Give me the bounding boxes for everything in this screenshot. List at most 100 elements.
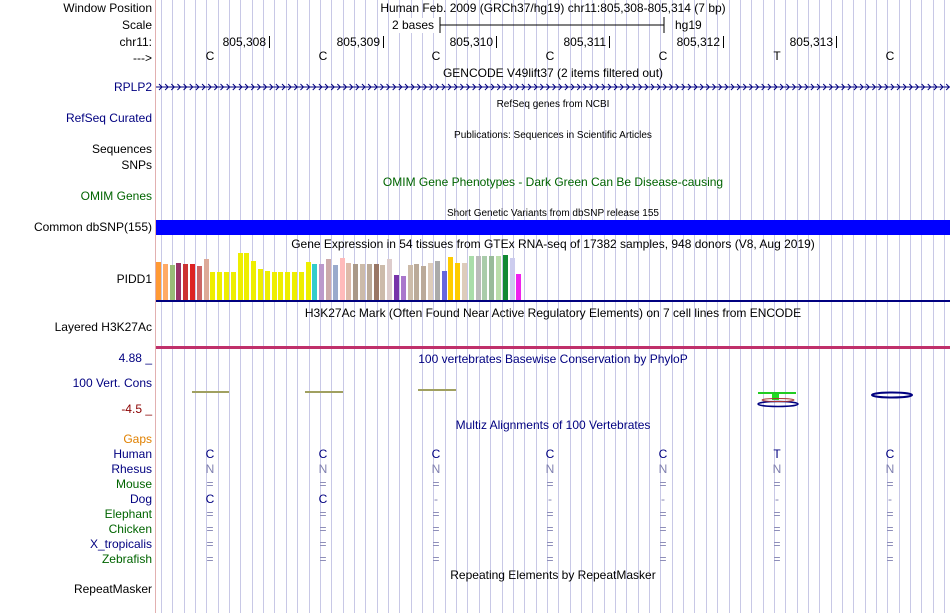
- gtex-tissue-bar[interactable]: [169, 265, 175, 300]
- alignment-base: C: [885, 447, 895, 461]
- gtex-tissue-bar[interactable]: [183, 264, 189, 300]
- species-label[interactable]: Dog: [129, 492, 152, 506]
- pidd1-label[interactable]: PIDD1: [116, 272, 152, 286]
- strand-chevron: [847, 83, 852, 91]
- gtex-tissue-bar[interactable]: [414, 264, 420, 300]
- gtex-tissue-bar[interactable]: [516, 274, 522, 300]
- strand-chevron: [607, 83, 612, 91]
- gtex-tissue-bar[interactable]: [271, 272, 277, 300]
- alignment-base: =: [206, 507, 214, 521]
- repeatmasker-label[interactable]: RepeatMasker: [73, 582, 152, 596]
- species-label[interactable]: X_tropicalis: [89, 537, 152, 551]
- gtex-tissue-bar[interactable]: [326, 259, 331, 300]
- gtex-tissue-bar[interactable]: [258, 269, 263, 300]
- vert-cons-label[interactable]: 100 Vert. Cons: [72, 376, 152, 390]
- rplp2-label[interactable]: RPLP2: [113, 80, 152, 94]
- gtex-tissue-bar[interactable]: [190, 264, 195, 300]
- gridline: [297, 0, 298, 613]
- alignment-base: =: [659, 507, 667, 521]
- gtex-tissue-bar[interactable]: [264, 271, 270, 300]
- sequences-label[interactable]: Sequences: [91, 142, 152, 156]
- gtex-tissue-bar[interactable]: [244, 253, 250, 300]
- gtex-tissue-bar[interactable]: [156, 262, 161, 300]
- omim-genes-label[interactable]: OMIM Genes: [80, 189, 152, 203]
- gtex-tissue-bar[interactable]: [428, 263, 433, 300]
- gtex-tissue-bar[interactable]: [332, 265, 338, 300]
- gtex-tissue-bar[interactable]: [468, 256, 474, 300]
- gtex-tissue-bar[interactable]: [421, 266, 427, 300]
- gtex-tissue-bar[interactable]: [196, 266, 202, 300]
- species-label[interactable]: Chicken: [108, 522, 152, 536]
- gtex-tissue-bar[interactable]: [346, 263, 352, 300]
- gtex-tissue-bar[interactable]: [319, 264, 325, 300]
- alignment-base: N: [545, 462, 555, 476]
- gtex-tissue-bar[interactable]: [312, 264, 318, 300]
- strand-chevron: [558, 83, 563, 91]
- strand-chevron: [699, 83, 704, 91]
- gtex-tissue-bar[interactable]: [366, 264, 372, 300]
- species-label[interactable]: Rhesus: [111, 462, 152, 476]
- gtex-tissue-bar[interactable]: [380, 265, 386, 300]
- gtex-tissue-bar[interactable]: [162, 264, 168, 300]
- gtex-tissue-bar[interactable]: [441, 271, 447, 300]
- gtex-tissue-bar[interactable]: [203, 259, 209, 300]
- gtex-expression-bars[interactable]: [156, 253, 556, 300]
- gtex-tissue-bar[interactable]: [353, 264, 359, 300]
- strand-chevron: [373, 83, 378, 91]
- gridline: [422, 0, 423, 613]
- gtex-tissue-bar[interactable]: [210, 272, 216, 300]
- gtex-tissue-bar[interactable]: [502, 255, 508, 300]
- strand-chevron: [275, 83, 280, 91]
- gtex-tissue-bar[interactable]: [305, 262, 311, 300]
- position-tick-label: 805,310: [449, 35, 493, 49]
- layered-h3k27ac-label[interactable]: Layered H3K27Ac: [54, 320, 152, 334]
- gtex-tissue-bar[interactable]: [298, 272, 304, 300]
- strand-chevron: [687, 83, 692, 91]
- gtex-tissue-bar[interactable]: [278, 272, 284, 300]
- snps-label[interactable]: SNPs: [121, 158, 152, 172]
- dbsnp-variant-bar[interactable]: [156, 220, 950, 235]
- species-label[interactable]: Elephant: [104, 507, 152, 521]
- gtex-tissue-bar[interactable]: [237, 253, 243, 300]
- gtex-tissue-bar[interactable]: [360, 264, 365, 300]
- gtex-tissue-bar[interactable]: [496, 256, 501, 300]
- gtex-tissue-bar[interactable]: [394, 275, 399, 300]
- gtex-tissue-bar[interactable]: [230, 272, 236, 300]
- gtex-tissue-bar[interactable]: [387, 259, 393, 300]
- alignment-base: -: [661, 492, 665, 506]
- gtex-tissue-bar[interactable]: [509, 258, 515, 300]
- gtex-tissue-bar[interactable]: [339, 258, 345, 300]
- common-dbsnp-label[interactable]: Common dbSNP(155): [33, 220, 152, 234]
- gtex-tissue-bar[interactable]: [462, 263, 467, 300]
- strand-chevron: [589, 83, 594, 91]
- gtex-tissue-bar[interactable]: [373, 264, 379, 300]
- strand-chevron: [281, 83, 286, 91]
- species-label[interactable]: Zebrafish: [101, 552, 152, 566]
- gtex-tissue-bar[interactable]: [224, 272, 229, 300]
- gtex-tissue-bar[interactable]: [448, 257, 454, 300]
- gtex-tissue-bar[interactable]: [251, 261, 257, 300]
- gtex-tissue-bar[interactable]: [285, 272, 291, 300]
- gtex-tissue-bar[interactable]: [400, 276, 406, 300]
- gtex-tissue-bar[interactable]: [434, 261, 440, 300]
- species-label[interactable]: Mouse: [115, 477, 152, 491]
- gtex-tissue-bar[interactable]: [292, 272, 297, 300]
- strand-chevron: [435, 83, 440, 91]
- gtex-tissue-bar[interactable]: [455, 263, 461, 300]
- gtex-tissue-bar[interactable]: [482, 256, 488, 300]
- gridline: [717, 0, 718, 613]
- gtex-tissue-bar[interactable]: [489, 256, 495, 300]
- h3k27ac-signal-line[interactable]: [156, 346, 950, 349]
- gridline: [853, 0, 854, 613]
- strand-chevron: [785, 83, 791, 91]
- browser-image[interactable]: Human Feb. 2009 (GRCh37/hg19) chr11:805,…: [156, 0, 950, 613]
- strand-chevron: [213, 83, 219, 91]
- phylop-signal[interactable]: [156, 385, 950, 410]
- gtex-tissue-bar[interactable]: [176, 263, 182, 300]
- refseq-curated-label[interactable]: RefSeq Curated: [65, 111, 152, 125]
- gtex-tissue-bar[interactable]: [407, 265, 413, 300]
- species-label[interactable]: Human: [113, 447, 152, 461]
- gtex-tissue-bar[interactable]: [475, 256, 481, 300]
- rplp2-gene-feature[interactable]: [156, 82, 950, 92]
- gtex-tissue-bar[interactable]: [217, 272, 223, 300]
